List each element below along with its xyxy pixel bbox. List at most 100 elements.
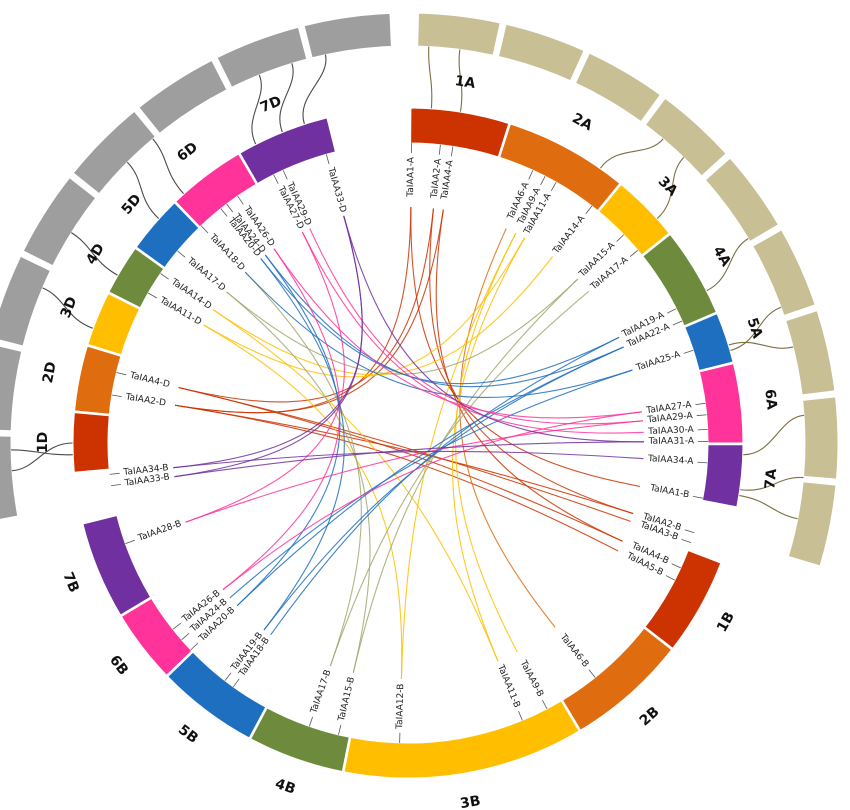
- gene-tick-taiaa26-d: [237, 195, 244, 205]
- link-taiaa14-a-taiaa14-d: [212, 256, 554, 376]
- gene-tick-taiaa3-b: [681, 538, 692, 544]
- gene-tick-taiaa26-b: [172, 622, 181, 630]
- gene-tick-taiaa28-b: [125, 539, 135, 545]
- gene-label-taiaa29-a: TaIAA29-A: [646, 411, 694, 425]
- chromosome-label-5d: 5D: [119, 191, 145, 218]
- chromosome-5d: [135, 202, 200, 269]
- gene-tick-taiaa34-a: [697, 461, 708, 464]
- gene-tick-taiaa4-a: [450, 146, 454, 157]
- gene-label-taiaa1-a: TaIAA1-A: [406, 156, 417, 198]
- gene-tick-taiaa15-b: [338, 725, 342, 735]
- link-taiaa33-b-taiaa33-d: [174, 215, 363, 478]
- gene-tick-taiaa20-b: [190, 642, 199, 651]
- outer-track-a-block: [785, 309, 836, 396]
- chromosome-4a: [642, 233, 718, 327]
- gene-label-taiaa33-d: TaIAA33-D: [325, 165, 348, 213]
- gene-tick-taiaa27-d: [273, 174, 279, 184]
- outer-track-a-block: [704, 157, 780, 243]
- gene-label-taiaa28-b: TaIAA28-B: [136, 519, 183, 544]
- gene-labels: TaIAA1-A TaIAA2-ATaIAA4-ATaIAA6-ATaIAA9-A…: [122, 156, 695, 730]
- chromosome-4d: [108, 247, 165, 309]
- chromosome-label-3b: 3B: [459, 793, 482, 810]
- chromosome-label-2b: 2B: [637, 704, 663, 730]
- chromosome-3d: [87, 292, 141, 356]
- link-taiaa34-a-taiaa34-b: [173, 450, 644, 469]
- gene-tick-taiaa6-a: [528, 170, 534, 180]
- outer-track-links: [11, 46, 805, 520]
- chromosome-3a: [598, 183, 670, 256]
- outer-link-a: [458, 49, 463, 113]
- outer-track-a-block: [802, 396, 839, 480]
- outer-link-d: [302, 54, 327, 125]
- link-taiaa15-a-taiaa15-b: [352, 278, 579, 673]
- link-taiaa11-a-taiaa11-d: [203, 237, 526, 378]
- gene-label-taiaa30-a: TaIAA30-A: [647, 425, 695, 437]
- chromosome-label-7b: 7B: [59, 570, 82, 595]
- outer-link-a: [728, 341, 794, 349]
- gene-label-taiaa9-b: TaIAA9-B: [517, 658, 545, 699]
- outer-link-a: [656, 157, 685, 220]
- outer-link-d: [251, 74, 262, 145]
- outer-track-d-block: [22, 176, 97, 267]
- outer-track-a-block: [574, 52, 662, 123]
- link-taiaa29-a-taiaa29-d: [309, 228, 644, 425]
- chromosome-7a: [701, 444, 744, 508]
- chromosome-label-7d: 7D: [258, 93, 284, 116]
- chromosome-label-4b: 4B: [273, 776, 298, 798]
- chromosome-1d: [72, 412, 110, 473]
- outer-subgenome-tracks: [0, 12, 839, 567]
- gene-label-taiaa11-b: TaIAA11-B: [495, 663, 522, 710]
- gene-label-taiaa12-b: TaIAA12-B: [395, 683, 406, 730]
- outer-track-a-block: [497, 23, 585, 82]
- outer-link-a: [729, 306, 782, 352]
- gene-tick-taiaa19-b: [224, 672, 232, 681]
- link-taiaa2-b-taiaa2-d: [174, 404, 634, 515]
- gene-tick-taiaa5-b: [665, 575, 676, 581]
- link-taiaa27-a-taiaa26-d: [273, 248, 642, 419]
- gene-tick-taiaa25-a: [683, 349, 694, 354]
- chromosome-label-4d: 4D: [83, 241, 108, 268]
- link-taiaa27-a-taiaa26-b: [222, 411, 642, 591]
- link-taiaa6-a-taiaa6-b: [459, 228, 556, 628]
- link-taiaa4-a-taiaa2-d: [174, 209, 444, 414]
- gene-tick-taiaa24-d: [226, 203, 233, 213]
- gene-label-taiaa34-b: TaIAA34-B: [122, 463, 169, 478]
- outer-track-a-block: [787, 481, 837, 567]
- gene-tick-taiaa2-a: [438, 144, 441, 155]
- link-taiaa3-b-taiaa4-d: [178, 386, 631, 522]
- gene-tick-taiaa29-d: [282, 170, 288, 180]
- gene-label-taiaa2-d: TaIAA2-D: [124, 392, 167, 409]
- outer-track-d-block: [0, 255, 52, 347]
- outer-track-a-block: [644, 97, 727, 177]
- chromosome-label-2a: 2A: [569, 110, 595, 134]
- outer-link-a: [428, 46, 433, 109]
- gene-tick-taiaa9-b: [542, 699, 548, 710]
- collinearity-links: [173, 207, 644, 679]
- outer-track-d-block: [0, 435, 19, 520]
- gene-label-taiaa6-b: TaIAA6-B: [557, 632, 590, 670]
- chromosome-1b: [644, 549, 722, 650]
- chromosome-6b: [120, 597, 193, 676]
- gene-tick-taiaa11-b: [518, 710, 523, 721]
- gene-tick-taiaa34-b: [109, 472, 120, 475]
- chromosome-1a: [410, 107, 510, 158]
- outer-track-d-block: [303, 12, 392, 59]
- chromosome-label-5b: 5B: [175, 722, 201, 747]
- link-taiaa17-a-taiaa17-b: [329, 290, 590, 667]
- outer-link-d: [11, 449, 74, 456]
- chromosome-label-6b: 6B: [106, 652, 131, 678]
- gene-tick-taiaa14-a: [585, 205, 593, 215]
- link-taiaa30-a-taiaa27-d: [301, 231, 644, 434]
- gene-label-taiaa34-a: TaIAA34-A: [647, 454, 695, 467]
- gene-label-taiaa17-b: TaIAA17-B: [309, 669, 334, 716]
- outer-link-a: [742, 414, 805, 456]
- chromosome-label-3d: 3D: [58, 295, 81, 321]
- chromosome-2d: [73, 345, 122, 415]
- link-taiaa11-a-taiaa11-b: [451, 237, 526, 662]
- outer-link-d: [279, 63, 294, 133]
- outer-track-a-block: [417, 12, 501, 56]
- gene-tick-taiaa17-d: [177, 250, 186, 258]
- outer-track-d-block: [138, 59, 228, 134]
- link-taiaa19-b-taiaa20-d: [260, 258, 345, 631]
- link-taiaa26-b-taiaa26-d: [222, 248, 341, 591]
